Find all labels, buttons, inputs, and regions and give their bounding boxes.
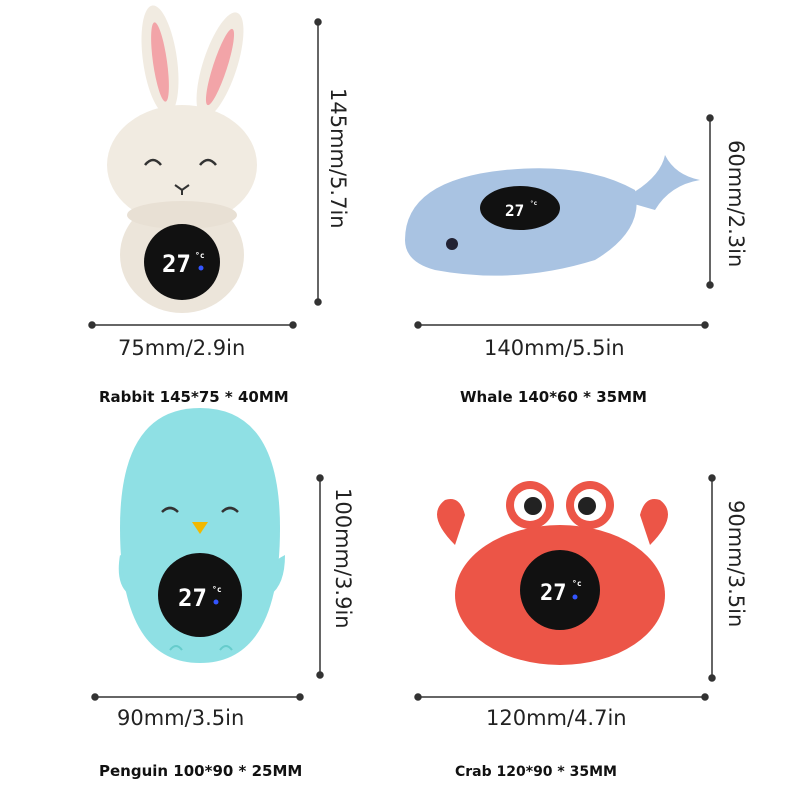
svg-text:°c: °c xyxy=(195,251,205,260)
rabbit-width-label: 75mm/2.9in xyxy=(118,336,246,360)
penguin-width-label: 90mm/3.5in xyxy=(117,706,245,730)
penguin-caption: Penguin 100*90 * 25MM xyxy=(99,762,303,780)
svg-text:°c: °c xyxy=(212,585,222,594)
crab-height-label: 90mm/3.5in xyxy=(724,500,748,628)
whale-width-label: 140mm/5.5in xyxy=(484,336,625,360)
svg-text:27: 27 xyxy=(505,201,524,220)
whale-caption: Whale 140*60 * 35MM xyxy=(460,388,647,406)
svg-text:27: 27 xyxy=(178,584,207,612)
crab-caption: Crab 120*90 * 35MM xyxy=(455,764,617,780)
penguin-thermometer: 27 °c xyxy=(118,408,285,663)
penguin-height-label: 100mm/3.9in xyxy=(331,488,355,629)
svg-text:27: 27 xyxy=(540,581,567,606)
dimension-lines xyxy=(88,18,716,701)
crab-width-label: 120mm/4.7in xyxy=(486,706,627,730)
rabbit-height-label: 145mm/5.7in xyxy=(326,88,350,229)
rabbit-thermometer: 27 °c xyxy=(107,5,257,313)
crab-thermometer: 27 °c xyxy=(437,481,668,665)
rabbit-caption: Rabbit 145*75 * 40MM xyxy=(99,388,289,406)
svg-text:°c: °c xyxy=(530,200,538,207)
whale-height-label: 60mm/2.3in xyxy=(724,140,748,268)
svg-text:27: 27 xyxy=(162,250,191,278)
whale-thermometer: 27 °c xyxy=(405,155,700,276)
svg-text:°c: °c xyxy=(572,579,582,588)
